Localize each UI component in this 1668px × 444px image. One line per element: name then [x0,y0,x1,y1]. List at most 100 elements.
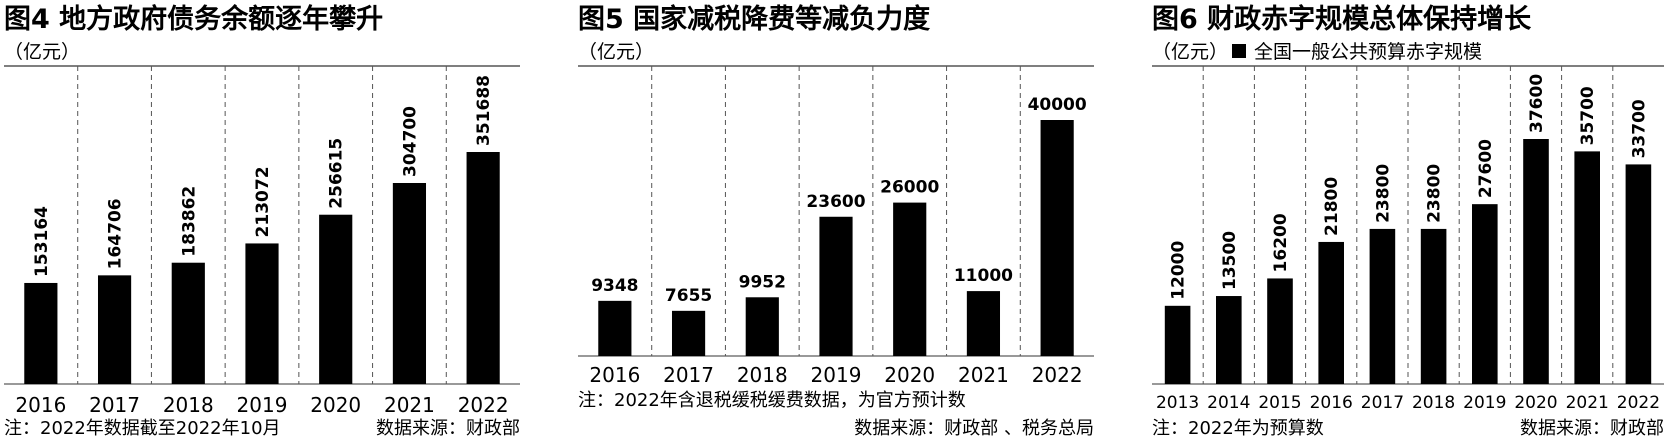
chart-2-bars [598,120,1074,356]
chart-3-title: 图6 财政赤字规模总体保持增长 [1152,3,1532,35]
data-label-2016: 153164 [32,206,52,277]
bar-2018 [171,262,205,384]
bar-2015 [1267,278,1293,384]
chart-2-note: 注：2022年含退税缓税缓费数据，为官方预计数 [578,390,966,411]
bar-2019 [819,216,853,356]
bar-2019 [1472,204,1498,384]
x-tick-2022: 2022 [1617,393,1660,413]
bar-2019 [245,243,279,384]
data-label-2013: 12000 [1169,240,1189,299]
bar-2020 [893,202,927,356]
data-label-2019: 27600 [1476,139,1496,198]
bar-2018 [745,297,779,356]
data-label-2015: 16200 [1271,213,1291,272]
bar-2017 [97,275,132,384]
x-tick-2013: 2013 [1156,393,1199,413]
bar-2018 [1420,228,1447,384]
bar-2017 [1369,228,1396,384]
chart-3-x-ticks: 2013 2014 2015 2016 2017 2018 2019 2020 2021 2022 [1156,393,1660,413]
data-label-2021: 35700 [1578,86,1598,145]
data-label-2019: 213072 [253,166,273,237]
data-label-2017: 23800 [1373,164,1393,223]
data-label-2019: 23600 [806,192,865,212]
bar-2013 [1164,305,1191,384]
x-tick-2019: 2019 [237,393,288,417]
chart-1-x-ticks: 2016 2017 2018 2019 2020 2021 2022 [15,393,508,417]
data-label-2018: 23800 [1425,164,1445,223]
x-tick-2020: 2020 [884,363,935,387]
data-label-2014: 13500 [1220,231,1240,290]
bar-2020 [319,214,353,384]
bar-2020 [1523,139,1549,384]
x-tick-2022: 2022 [458,393,509,417]
x-tick-2019: 2019 [811,363,862,387]
data-label-2021: 11000 [954,266,1013,286]
chart-3-legend-label: 全国一般公共预算赤字规模 [1254,41,1482,63]
x-tick-2019: 2019 [1463,393,1506,413]
x-tick-2017: 2017 [663,363,714,387]
chart-3-source: 数据来源：财政部 [1520,418,1664,439]
x-tick-2018: 2018 [737,363,788,387]
x-tick-2021: 2021 [1566,393,1609,413]
data-label-2017: 164706 [106,198,126,269]
data-label-2022: 40000 [1028,95,1087,115]
bar-2021 [966,291,1001,356]
chart-3-bars [1164,139,1652,384]
chart-1-data-labels: 153164 164706 183862 213072 256615 304700 3516… [32,75,494,277]
data-label-2017: 7655 [665,286,712,306]
bar-2021 [392,182,427,384]
panel-tax-reduction: 图5 国家减税降费等减负力度 （亿元） 9348 7655 9952 23600 260… [578,3,1094,439]
x-tick-2020: 2020 [310,393,361,417]
x-tick-2017: 2017 [1361,393,1404,413]
bar-2017 [671,310,706,356]
bar-2016 [1318,241,1344,384]
x-tick-2016: 2016 [589,363,640,387]
chart-2-x-ticks: 2016 2017 2018 2019 2020 2021 2022 [589,363,1082,387]
x-tick-2017: 2017 [89,393,140,417]
data-label-2020: 37600 [1527,74,1547,133]
chart-2-unit: （亿元） [578,41,654,63]
data-label-2016: 21800 [1322,177,1342,236]
panel-fiscal-deficit: 图6 财政赤字规模总体保持增长 （亿元） 全国一般公共预算赤字规模 12000 1… [1152,3,1664,439]
chart-3-data-labels: 12000 13500 16200 21800 23800 23800 27600 37600… [1169,74,1650,300]
x-tick-2020: 2020 [1514,393,1557,413]
data-label-2018: 183862 [179,186,199,257]
chart-2-source: 数据来源：财政部 、税务总局 [854,418,1094,439]
panel-local-government-debt: 图4 地方政府债务余额逐年攀升 （亿元） 153164 164706 183862 2… [4,3,520,439]
x-tick-2022: 2022 [1032,363,1083,387]
data-label-2018: 9952 [739,272,786,292]
chart-2-data-labels: 9348 7655 9952 23600 26000 11000 40000 [591,95,1087,306]
chart-1-unit: （亿元） [4,41,80,63]
bar-2022 [1625,164,1652,384]
bar-2022 [1040,120,1074,356]
chart-3-note: 注：2022年为预算数 [1152,418,1324,439]
bar-2014 [1216,296,1242,384]
data-label-2020: 26000 [880,178,939,198]
data-label-2016: 9348 [591,276,638,296]
bar-2016 [24,282,58,384]
bar-2016 [598,300,632,356]
legend-swatch [1232,44,1246,58]
bar-2022 [466,152,500,384]
x-tick-2018: 2018 [163,393,214,417]
chart-1-note: 注：2022年数据截至2022年10月 [4,418,281,439]
x-tick-2015: 2015 [1258,393,1301,413]
x-tick-2021: 2021 [958,363,1009,387]
x-tick-2018: 2018 [1412,393,1455,413]
data-label-2022: 351688 [474,75,494,146]
chart-1-grid [4,65,520,385]
chart-1-source: 数据来源：财政部 [376,418,520,439]
chart-3-unit: （亿元） [1152,41,1228,63]
chart-1-bars [24,152,500,384]
data-label-2021: 304700 [400,106,420,177]
data-label-2020: 256615 [327,138,347,209]
x-tick-2016: 2016 [15,393,66,417]
bar-2021 [1574,151,1600,384]
chart-2-grid [578,65,1094,357]
x-tick-2014: 2014 [1207,393,1250,413]
x-tick-2016: 2016 [1310,393,1353,413]
x-tick-2021: 2021 [384,393,435,417]
data-label-2022: 33700 [1629,99,1649,158]
chart-1-title: 图4 地方政府债务余额逐年攀升 [4,3,383,35]
